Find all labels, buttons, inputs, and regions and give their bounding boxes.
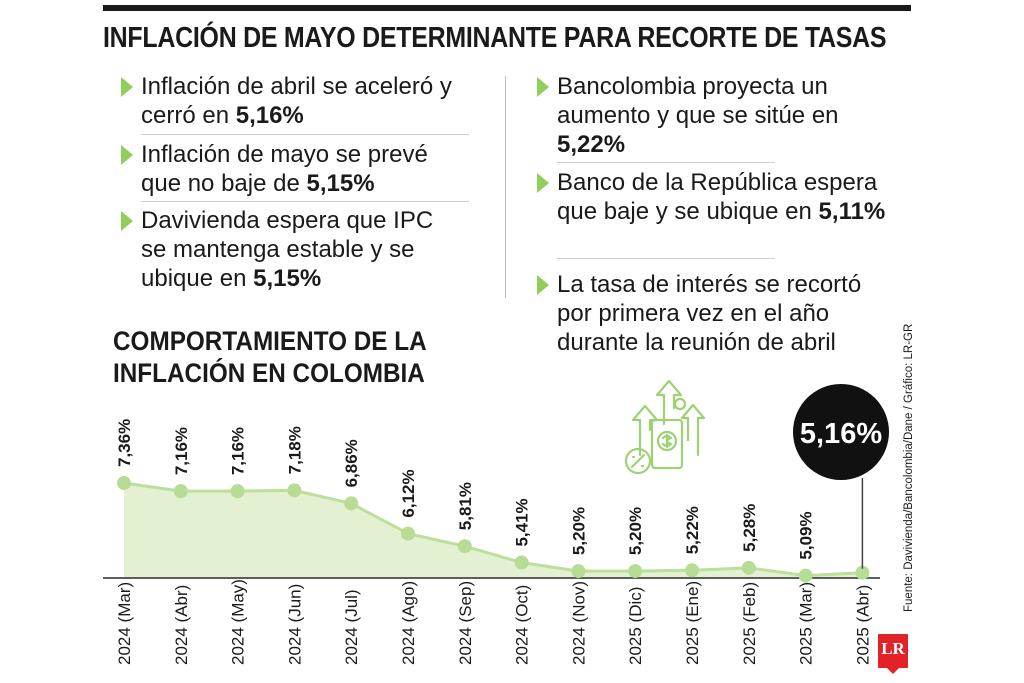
- data-point-4: [287, 483, 302, 498]
- data-label-9: 5,20%: [569, 507, 588, 555]
- data-label-5: 6,86%: [342, 439, 361, 487]
- data-point-9: [571, 564, 586, 579]
- series-line: [123, 481, 863, 578]
- area-fill: [124, 483, 863, 578]
- headline: INFLACIÓN DE MAYO DETERMINANTE PARA RECO…: [103, 22, 887, 54]
- category-label-11: 2025 (Ene): [683, 581, 702, 665]
- category-label-3: 2024 (May): [229, 579, 248, 665]
- bullet-value: 5,22%: [557, 131, 626, 158]
- bullet-arrow-icon: [537, 173, 549, 193]
- category-label-1: 2024 (Mar): [115, 582, 134, 665]
- bullet-arrow-icon: [121, 211, 133, 231]
- bullet-left-3: Davivienda espera que IPC se mantenga es…: [121, 206, 446, 293]
- bullet-arrow-icon: [537, 275, 549, 295]
- data-label-8: 5,41%: [513, 498, 532, 546]
- data-label-12: 5,28%: [740, 504, 759, 552]
- data-label-7: 5,81%: [456, 482, 475, 530]
- bullet-value: 5,15%: [306, 170, 375, 197]
- finance-growth-icon: [624, 379, 706, 475]
- data-point-1: [117, 476, 131, 490]
- category-label-12: 2025 (Feb): [740, 582, 759, 665]
- bullet-left-2: Inflación de mayo se prevé que no baje d…: [121, 140, 441, 198]
- category-label-14: 2025 (Abr): [853, 585, 872, 665]
- chart-title: COMPORTAMIENTO DE LA INFLACIÓN EN COLOMB…: [113, 326, 426, 388]
- category-label-9: 2024 (Nov): [569, 581, 588, 665]
- divider: [141, 201, 469, 202]
- data-point-8: [514, 555, 529, 570]
- bullet-value: 5,16%: [235, 102, 304, 129]
- data-label-4: 7,18%: [285, 426, 304, 474]
- category-label-4: 2024 (Jun): [285, 584, 304, 665]
- data-label-10: 5,20%: [626, 507, 645, 555]
- data-point-6: [401, 526, 415, 541]
- bullet-text: Inflación de abril se aceleró y cerró en: [141, 73, 452, 129]
- bullet-text: Bancolombia proyecta un aumento y que se…: [557, 73, 839, 129]
- category-label-5: 2024 (Jul): [342, 589, 361, 665]
- data-label-11: 5,22%: [683, 506, 702, 554]
- data-label-6: 6,12%: [399, 469, 418, 517]
- data-point-12: [741, 560, 756, 575]
- bullet-text: Davivienda espera que IPC se mantenga es…: [141, 207, 434, 292]
- bullet-arrow-icon: [121, 77, 133, 97]
- category-label-7: 2024 (Sep): [456, 581, 475, 665]
- lr-logo: LR: [878, 634, 908, 674]
- data-point-2: [173, 484, 188, 499]
- column-divider: [505, 76, 506, 298]
- category-label-6: 2024 (Ago): [399, 581, 418, 665]
- bullet-right-2: Banco de la República espera que baje y …: [537, 168, 887, 226]
- bullet-text: La tasa de interés se recortó por primer…: [557, 271, 862, 356]
- bullet-right-3: La tasa de interés se recortó por primer…: [537, 270, 887, 357]
- data-point-5: [344, 496, 359, 511]
- bullet-value: 5,11%: [818, 198, 886, 225]
- bullet-right-1: Bancolombia proyecta un aumento y que se…: [537, 72, 857, 159]
- data-point-13: [798, 568, 813, 583]
- data-point-7: [457, 539, 472, 554]
- data-label-2: 7,16%: [172, 427, 191, 475]
- top-rule: [103, 5, 911, 11]
- divider: [141, 134, 469, 135]
- category-label-2: 2024 (Abr): [172, 585, 191, 665]
- divider: [557, 162, 775, 163]
- bullet-value: 5,15%: [253, 265, 322, 292]
- data-label-1: 7,36%: [115, 419, 134, 467]
- data-label-13: 5,09%: [797, 511, 816, 559]
- bullet-arrow-icon: [537, 77, 549, 97]
- bullet-arrow-icon: [121, 145, 133, 165]
- category-label-13: 2025 (Mar): [797, 582, 816, 665]
- highlight-label: 5,16%: [800, 418, 882, 450]
- divider: [557, 258, 775, 259]
- data-point-14: [855, 565, 870, 580]
- bullet-left-1: Inflación de abril se aceleró y cerró en…: [121, 72, 471, 130]
- highlight-bubble: [793, 384, 889, 480]
- category-label-8: 2024 (Oct): [513, 585, 532, 665]
- source-note: Fuente: Davivienda/Bancolombia/Dane / Gr…: [903, 323, 915, 612]
- bullet-text: Banco de la República espera que baje y …: [557, 169, 878, 225]
- category-label-10: 2025 (Dic): [626, 587, 645, 665]
- data-point-11: [685, 563, 699, 578]
- bullet-text: Inflación de mayo se prevé que no baje d…: [141, 141, 428, 197]
- data-point-10: [628, 564, 643, 579]
- data-label-3: 7,16%: [229, 427, 248, 475]
- data-point-3: [230, 484, 245, 499]
